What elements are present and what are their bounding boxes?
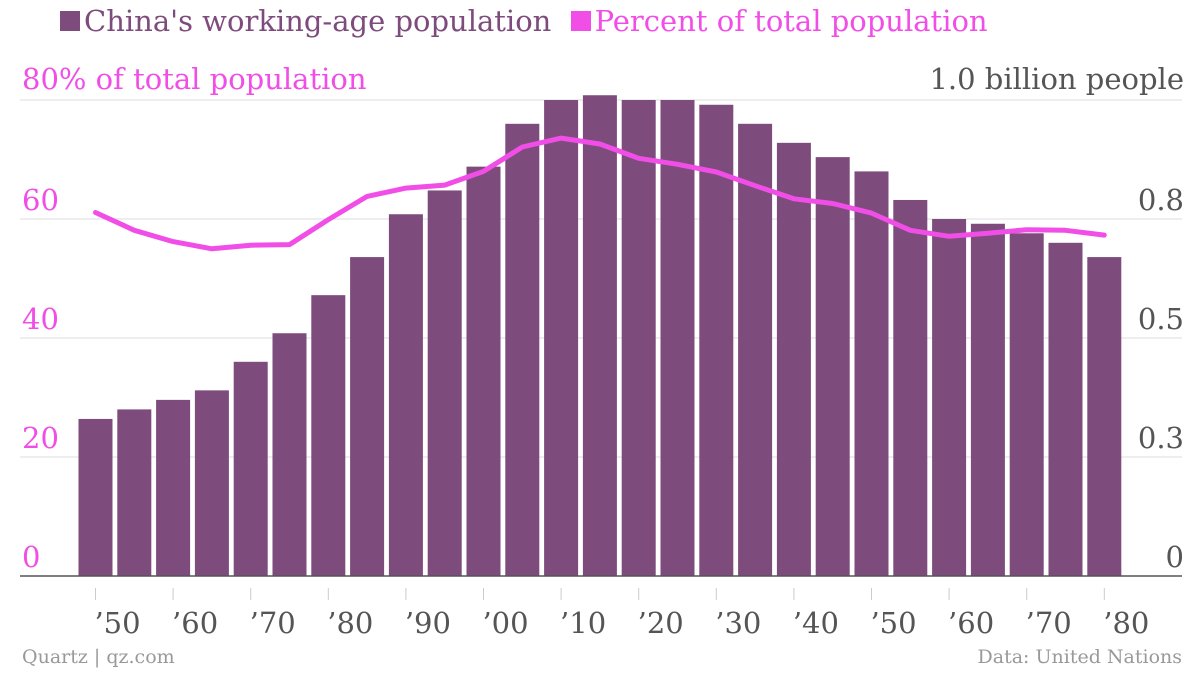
bar-1980 <box>311 295 346 576</box>
legend: China's working-age population Percent o… <box>60 4 998 38</box>
bar-2010 <box>544 100 579 576</box>
x-tick-label: ’20 <box>638 606 684 640</box>
bar-1950 <box>78 418 113 576</box>
bar-1970 <box>233 361 268 576</box>
legend-swatch-bar <box>60 11 80 31</box>
legend-swatch-line <box>570 11 591 31</box>
x-tick-label: ’00 <box>482 606 528 640</box>
data-source: Data: United Nations <box>977 646 1182 668</box>
right-tick-label: 0.5 <box>1138 302 1184 336</box>
bar-2080 <box>1087 257 1122 576</box>
bar-1975 <box>272 333 307 576</box>
x-tick-label: ’80 <box>1103 606 1149 640</box>
x-tick-label: ’10 <box>560 606 606 640</box>
bar-2000 <box>466 166 501 576</box>
x-tick-label: ’40 <box>793 606 839 640</box>
bar-1990 <box>388 214 423 577</box>
left-tick-label: 0 <box>22 540 40 574</box>
x-tick-label: ’80 <box>327 606 373 640</box>
bar-2020 <box>621 100 656 576</box>
bar-1995 <box>427 190 462 576</box>
bar-2040 <box>776 142 811 576</box>
right-tick-label: 0 <box>1166 540 1184 574</box>
x-tick-label: ’60 <box>172 606 218 640</box>
bar-1955 <box>117 409 152 576</box>
legend-item-working-age: China's working-age population <box>60 4 551 38</box>
bar-2015 <box>582 95 617 577</box>
left-tick-label: 60 <box>22 183 59 217</box>
bar-2075 <box>1048 242 1083 577</box>
bar-2045 <box>815 157 850 576</box>
legend-label-percent: Percent of total population <box>594 4 988 38</box>
bar-1985 <box>350 257 385 576</box>
bars <box>78 95 1122 577</box>
left-axis-unit: 80% of total population <box>22 62 367 96</box>
x-tick-label: ’70 <box>1026 606 1072 640</box>
bar-2065 <box>970 223 1005 576</box>
legend-label-working-age: China's working-age population <box>84 4 552 38</box>
x-tick-label: ’50 <box>870 606 916 640</box>
bar-1965 <box>194 390 229 576</box>
bar-2055 <box>893 199 928 576</box>
bar-2060 <box>932 219 967 576</box>
x-tick-label: ’60 <box>948 606 994 640</box>
legend-item-percent: Percent of total population <box>570 4 988 38</box>
bar-2030 <box>699 104 734 576</box>
percent-line-layer <box>93 135 1107 252</box>
source-credit: Quartz | qz.com <box>22 646 175 668</box>
percent-line <box>93 135 1107 252</box>
bar-2025 <box>660 100 695 576</box>
right-tick-label: 0.8 <box>1138 183 1184 217</box>
left-tick-label: 20 <box>22 421 59 455</box>
axes: ’50 ’60 ’70 ’80 ’90 ’00 ’10 ’20 ’30 ’40 ’50 ’60 ’70 ’… <box>20 183 1184 640</box>
bar-2035 <box>738 123 773 577</box>
x-tick-label: ’30 <box>715 606 761 640</box>
right-axis-unit: 1.0 billion people <box>929 62 1184 96</box>
left-tick-label: 40 <box>22 302 59 336</box>
right-tick-label: 0.3 <box>1138 421 1184 455</box>
bar-2005 <box>505 123 540 577</box>
x-tick-label: ’50 <box>94 606 140 640</box>
x-tick-label: ’90 <box>405 606 451 640</box>
bar-2070 <box>1009 233 1044 576</box>
bar-2050 <box>854 171 889 576</box>
x-tick-label: ’70 <box>250 606 296 640</box>
bar-1960 <box>156 399 191 576</box>
